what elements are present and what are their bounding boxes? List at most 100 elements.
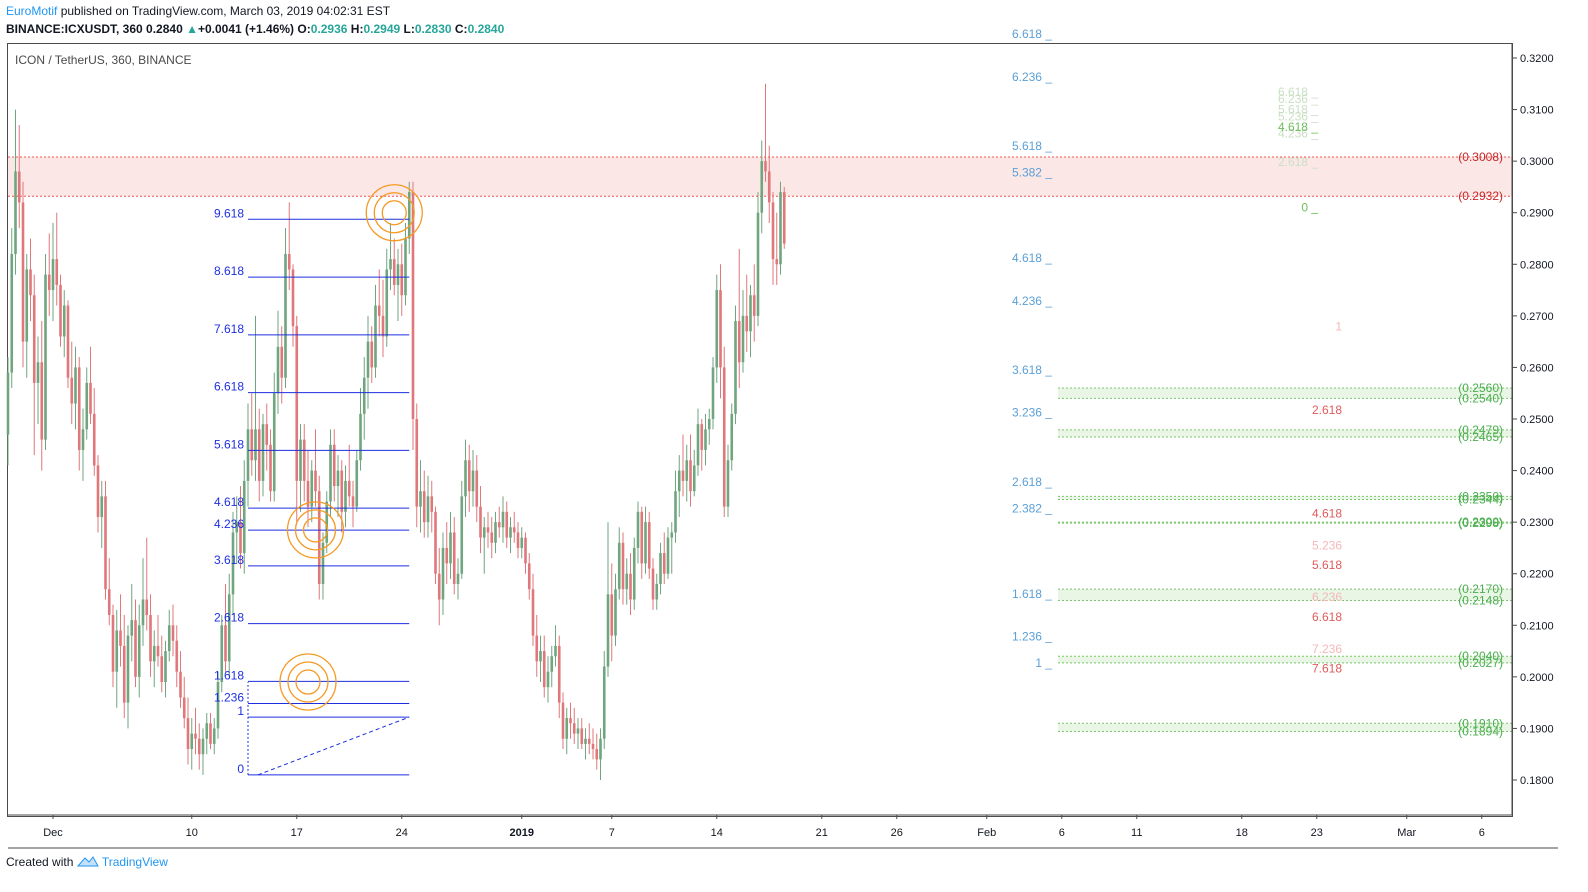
candle-body [216, 682, 220, 729]
x-tick-label: Feb [977, 827, 996, 839]
candle-body [25, 269, 29, 342]
target-circle-1 [302, 517, 329, 543]
candle-body [227, 594, 231, 662]
candle-body [70, 377, 74, 404]
target-circle-2 [295, 669, 321, 695]
candle-body [6, 372, 10, 435]
candle-body [535, 635, 539, 662]
fib-right-green-label: 0 _ [1301, 201, 1318, 215]
candle-body [715, 290, 719, 368]
candle-body [269, 444, 272, 492]
candle-body [404, 238, 407, 296]
fib-right-blue-label: 3.618 _ [1012, 363, 1052, 377]
candle-body [696, 424, 700, 466]
symbol-label: BINANCE:ICXUSDT, 360 [6, 22, 143, 36]
candle-body [719, 290, 722, 368]
fib-level-label: 6.618 [214, 380, 244, 394]
fib-right-green-label: 6.236 _ [1278, 92, 1318, 106]
candle-body [167, 625, 171, 652]
candle-body [377, 305, 381, 316]
candle-body [220, 625, 224, 683]
candle-body [614, 589, 617, 636]
y-tick-label: 0.3000 [1520, 156, 1554, 168]
candle-body [212, 728, 216, 744]
candle-body [156, 645, 160, 657]
candle-body [186, 718, 190, 750]
tradingview-brand[interactable]: TradingView [101, 855, 168, 869]
open-label: O: [297, 22, 311, 36]
tradingview-logo-icon [76, 855, 102, 869]
candle-body [629, 573, 632, 600]
price-level-label: (0.2540) [1458, 391, 1503, 405]
candle-body [175, 640, 179, 672]
candle-body [152, 645, 156, 662]
x-tick-label: 18 [1236, 827, 1248, 839]
candle-body [137, 625, 141, 677]
candle-body [201, 738, 205, 755]
candle-body [711, 367, 715, 419]
candle-body [434, 511, 437, 574]
fib-right-red-label: 5.618 [1312, 558, 1342, 572]
candle-body [96, 465, 100, 517]
y-tick-label: 0.2500 [1520, 414, 1554, 426]
candle-body [700, 424, 704, 450]
price-level-label: (0.1910) [1458, 716, 1503, 730]
x-tick-label: 17 [291, 827, 303, 839]
candle-body [329, 444, 332, 502]
price-change: +0.0041 (+1.46%) [197, 22, 295, 36]
fib-trend-line [257, 716, 410, 776]
fib-level-label: 4.236 [214, 517, 244, 531]
fib-right-green-label: 5.236 _ [1278, 109, 1318, 123]
fib-level-label: 7.618 [214, 322, 244, 336]
candle-body [239, 522, 242, 554]
candle-body [685, 460, 689, 481]
close-value: 0.2840 [467, 22, 505, 36]
candle-body [655, 584, 659, 600]
fib-level-label: 3.618 [214, 553, 244, 567]
candle-body [261, 424, 265, 481]
candle-body [509, 527, 512, 538]
fib-right-blue-label: 2.382 _ [1012, 501, 1052, 515]
target-circle-2 [279, 653, 337, 711]
candle-body [29, 269, 32, 296]
price-level-label: (0.2148) [1458, 594, 1503, 608]
candle-body [197, 738, 201, 755]
candle-body [524, 537, 527, 564]
candle-body [494, 522, 497, 543]
author-link[interactable]: EuroMotif [6, 4, 58, 18]
candle-body [670, 532, 674, 538]
change-up-icon: ▲ [186, 22, 198, 36]
x-tick-label: 10 [186, 827, 198, 839]
candle-body [572, 723, 576, 734]
x-tick-label: 7 [609, 827, 615, 839]
candle-body [625, 573, 629, 590]
footer: Created with TradingView [6, 855, 168, 869]
price-level-label: (0.2932) [1458, 189, 1503, 203]
fib-level-label: 0 [237, 762, 244, 776]
candle-body [569, 718, 572, 724]
symbol-header: BINANCE:ICXUSDT, 360 0.2840 ▲+0.0041 (+1… [6, 22, 504, 36]
fib-right-red-label: 6.618 [1312, 610, 1342, 624]
candle-body [126, 635, 130, 703]
candle-body [306, 480, 310, 507]
target-circle-0 [381, 200, 407, 226]
fib-right-blue-label: 5.382 _ [1012, 166, 1052, 180]
candle-body [336, 470, 340, 487]
candle-body [85, 382, 89, 430]
candle-body [280, 346, 284, 378]
candle-body [482, 527, 486, 538]
candle-body [621, 542, 625, 590]
y-tick-label: 0.3200 [1520, 53, 1554, 65]
candle-body [546, 671, 550, 688]
open-value: 0.2936 [310, 22, 348, 36]
candle-body [231, 532, 235, 595]
candle-body [659, 553, 662, 585]
candle-body [681, 470, 685, 481]
candle-body [726, 460, 730, 507]
candle-body [531, 589, 535, 636]
candle-body [775, 259, 779, 265]
candle-body [355, 460, 359, 507]
x-tick-label: Mar [1397, 827, 1416, 839]
candle-body [741, 315, 745, 363]
